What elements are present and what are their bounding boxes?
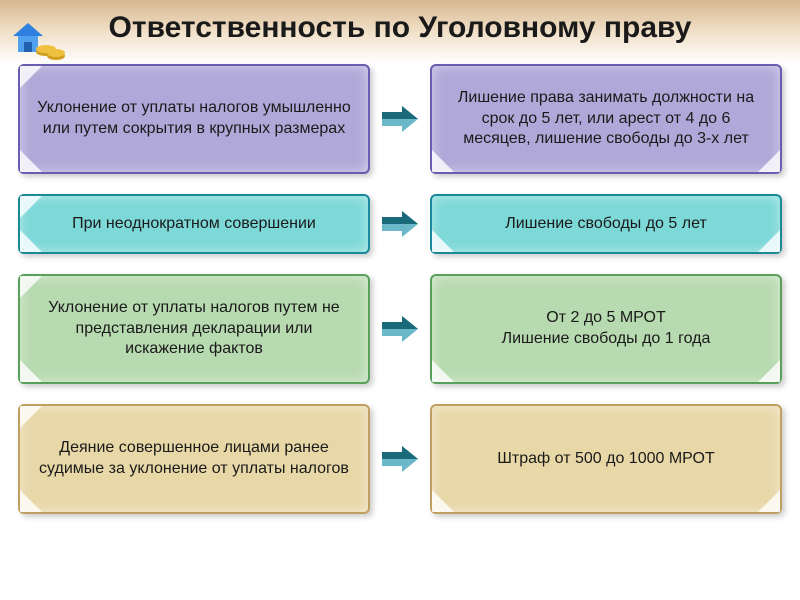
arrow-icon xyxy=(382,104,418,134)
left-box-text: Деяние совершенное лицами ранее судимые … xyxy=(36,438,352,480)
slide-content: Ответственность по Уголовному праву Укло… xyxy=(0,0,800,600)
right-box-text: От 2 до 5 МРОТ Лишение свободы до 1 года xyxy=(502,308,711,350)
diagram-row: Деяние совершенное лицами ранее судимые … xyxy=(18,404,782,514)
right-box: Лишение свободы до 5 лет xyxy=(430,194,782,254)
fold-icon xyxy=(432,150,454,172)
fold-icon xyxy=(432,230,454,252)
fold-icon xyxy=(758,490,780,512)
page-title: Ответственность по Уголовному праву xyxy=(0,10,800,46)
fold-icon xyxy=(758,230,780,252)
fold-icon xyxy=(20,66,42,88)
fold-icon xyxy=(20,360,42,382)
fold-icon xyxy=(20,490,42,512)
right-box-text: Штраф от 500 до 1000 МРОТ xyxy=(497,449,714,470)
right-box: Штраф от 500 до 1000 МРОТ xyxy=(430,404,782,514)
arrow-icon xyxy=(382,209,418,239)
diagram-rows: Уклонение от уплаты налогов умышленно ил… xyxy=(0,64,800,514)
fold-icon xyxy=(432,360,454,382)
left-box-text: Уклонение от уплаты налогов умышленно ил… xyxy=(36,98,352,140)
diagram-row: При неоднократном совершении Лишение сво… xyxy=(18,194,782,254)
arrow-icon xyxy=(382,314,418,344)
diagram-row: Уклонение от уплаты налогов умышленно ил… xyxy=(18,64,782,174)
house-coins-icon xyxy=(8,18,68,68)
fold-icon xyxy=(758,360,780,382)
fold-icon xyxy=(20,150,42,172)
fold-icon xyxy=(20,196,42,218)
right-box: Лишение права занимать должности на срок… xyxy=(430,64,782,174)
diagram-row: Уклонение от уплаты налогов путем не пре… xyxy=(18,274,782,384)
right-box-text: Лишение свободы до 5 лет xyxy=(505,214,707,235)
fold-icon xyxy=(758,150,780,172)
right-box: От 2 до 5 МРОТ Лишение свободы до 1 года xyxy=(430,274,782,384)
left-box: Деяние совершенное лицами ранее судимые … xyxy=(18,404,370,514)
left-box-text: Уклонение от уплаты налогов путем не пре… xyxy=(36,298,352,360)
title-area: Ответственность по Уголовному праву xyxy=(0,0,800,64)
left-box: Уклонение от уплаты налогов путем не пре… xyxy=(18,274,370,384)
fold-icon xyxy=(20,276,42,298)
left-box-text: При неоднократном совершении xyxy=(72,214,316,235)
left-box: При неоднократном совершении xyxy=(18,194,370,254)
fold-icon xyxy=(20,406,42,428)
left-box: Уклонение от уплаты налогов умышленно ил… xyxy=(18,64,370,174)
fold-icon xyxy=(432,490,454,512)
right-box-text: Лишение права занимать должности на срок… xyxy=(448,88,764,150)
arrow-icon xyxy=(382,444,418,474)
fold-icon xyxy=(20,230,42,252)
